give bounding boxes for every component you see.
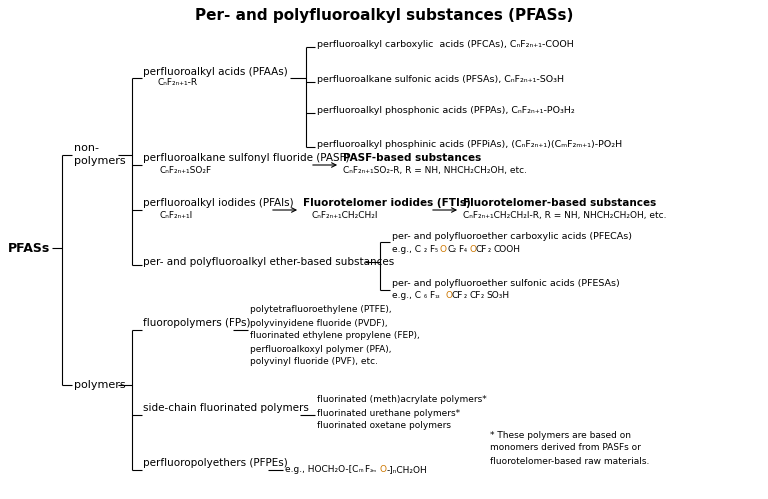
Text: per- and polyfluoroether sulfonic acids (PFESAs): per- and polyfluoroether sulfonic acids … [392, 278, 620, 287]
Text: Fluorotelomer-based substances: Fluorotelomer-based substances [463, 198, 656, 208]
Text: ₄: ₄ [464, 245, 467, 253]
Text: non-: non- [74, 143, 99, 153]
Text: perfluoroalkyl acids (PFAAs): perfluoroalkyl acids (PFAAs) [143, 67, 288, 77]
Text: perfluoroalkyl phosphinic acids (PFPiAs), (CₙF₂ₙ₊₁)(CₘF₂ₘ₊₁)-PO₂H: perfluoroalkyl phosphinic acids (PFPiAs)… [317, 140, 622, 149]
Text: CₙF₂ₙ₊₁-R: CₙF₂ₙ₊₁-R [158, 77, 198, 86]
Text: CF: CF [452, 291, 463, 300]
Text: e.g., C: e.g., C [392, 245, 421, 253]
Text: perfluoroalkyl phosphonic acids (PFPAs), CₙF₂ₙ₊₁-PO₃H₂: perfluoroalkyl phosphonic acids (PFPAs),… [317, 105, 574, 114]
Text: O: O [440, 245, 447, 253]
Text: per- and polyfluoroalkyl ether-based substances: per- and polyfluoroalkyl ether-based sub… [143, 257, 394, 267]
Text: ₂: ₂ [424, 245, 427, 253]
Text: C: C [447, 245, 453, 253]
Text: O: O [445, 291, 452, 300]
Text: polyvinyidene fluoride (PVDF),: polyvinyidene fluoride (PVDF), [250, 318, 388, 327]
Text: O: O [469, 245, 476, 253]
Text: ₂ₘ: ₂ₘ [370, 467, 377, 473]
Text: Per- and polyfluoroalkyl substances (PFASs): Per- and polyfluoroalkyl substances (PFA… [195, 7, 573, 22]
Text: per- and polyfluoroether carboxylic acids (PFECAs): per- and polyfluoroether carboxylic acid… [392, 232, 632, 241]
Text: ₘ: ₘ [359, 466, 363, 475]
Text: ₂: ₂ [481, 291, 484, 300]
Text: fluorotelomer-based raw materials.: fluorotelomer-based raw materials. [490, 457, 650, 466]
Text: CₙF₂ₙ₊₁SO₂-R, R = NH, NHCH₂CH₂OH, etc.: CₙF₂ₙ₊₁SO₂-R, R = NH, NHCH₂CH₂OH, etc. [343, 166, 527, 175]
Text: perfluoroalkoxyl polymer (PFA),: perfluoroalkoxyl polymer (PFA), [250, 344, 392, 353]
Text: CF: CF [469, 291, 480, 300]
Text: polyvinyl fluoride (PVF), etc.: polyvinyl fluoride (PVF), etc. [250, 357, 378, 366]
Text: polytetrafluoroethylene (PTFE),: polytetrafluoroethylene (PTFE), [250, 305, 392, 314]
Text: ₁₃: ₁₃ [435, 293, 441, 299]
Text: e.g., HOCH₂O-[C: e.g., HOCH₂O-[C [285, 466, 359, 475]
Text: perfluoropolyethers (PFPEs): perfluoropolyethers (PFPEs) [143, 458, 288, 468]
Text: ₆: ₆ [424, 291, 427, 300]
Text: ₂: ₂ [464, 291, 467, 300]
Text: polymers: polymers [74, 380, 126, 390]
Text: perfluoroalkyl carboxylic  acids (PFCAs), CₙF₂ₙ₊₁-COOH: perfluoroalkyl carboxylic acids (PFCAs),… [317, 39, 574, 48]
Text: CₙF₂ₙ₊₁CH₂CH₂I-R, R = NH, NHCH₂CH₂OH, etc.: CₙF₂ₙ₊₁CH₂CH₂I-R, R = NH, NHCH₂CH₂OH, et… [463, 211, 667, 220]
Text: perfluoroalkyl iodides (PFAIs): perfluoroalkyl iodides (PFAIs) [143, 198, 293, 208]
Text: F: F [429, 291, 434, 300]
Text: ₅: ₅ [435, 245, 438, 253]
Text: COOH: COOH [493, 245, 520, 253]
Text: O: O [380, 466, 387, 475]
Text: ₂: ₂ [453, 245, 456, 253]
Text: Fluorotelomer iodides (FTIs): Fluorotelomer iodides (FTIs) [303, 198, 471, 208]
Text: fluorinated urethane polymers*: fluorinated urethane polymers* [317, 409, 460, 418]
Text: CF: CF [476, 245, 488, 253]
Text: CₙF₂ₙ₊₁I: CₙF₂ₙ₊₁I [160, 211, 194, 220]
Text: F: F [458, 245, 463, 253]
Text: F: F [429, 245, 434, 253]
Text: SO₃H: SO₃H [486, 291, 509, 300]
Text: fluorinated ethylene propylene (FEP),: fluorinated ethylene propylene (FEP), [250, 331, 420, 340]
Text: PFASs: PFASs [8, 242, 50, 254]
Text: ₂: ₂ [488, 245, 491, 253]
Text: e.g., C: e.g., C [392, 291, 421, 300]
Text: polymers: polymers [74, 156, 126, 166]
Text: CₙF₂ₙ₊₁SO₂F: CₙF₂ₙ₊₁SO₂F [160, 166, 212, 175]
Text: fluorinated (meth)acrylate polymers*: fluorinated (meth)acrylate polymers* [317, 396, 487, 405]
Text: perfluoroalkane sulfonyl fluoride (PASF): perfluoroalkane sulfonyl fluoride (PASF) [143, 153, 349, 163]
Text: PASF-based substances: PASF-based substances [343, 153, 482, 163]
Text: CₙF₂ₙ₊₁CH₂CH₂I: CₙF₂ₙ₊₁CH₂CH₂I [312, 211, 379, 220]
Text: * These polymers are based on: * These polymers are based on [490, 431, 631, 440]
Text: F: F [364, 466, 369, 475]
Text: perfluoroalkane sulfonic acids (PFSAs), CₙF₂ₙ₊₁-SO₃H: perfluoroalkane sulfonic acids (PFSAs), … [317, 74, 564, 83]
Text: fluorinated oxetane polymers: fluorinated oxetane polymers [317, 422, 451, 431]
Text: fluoropolymers (FPs): fluoropolymers (FPs) [143, 318, 250, 328]
Text: side-chain fluorinated polymers: side-chain fluorinated polymers [143, 403, 309, 413]
Text: monomers derived from PASFs or: monomers derived from PASFs or [490, 444, 641, 453]
Text: -]ₙCH₂OH: -]ₙCH₂OH [387, 466, 428, 475]
